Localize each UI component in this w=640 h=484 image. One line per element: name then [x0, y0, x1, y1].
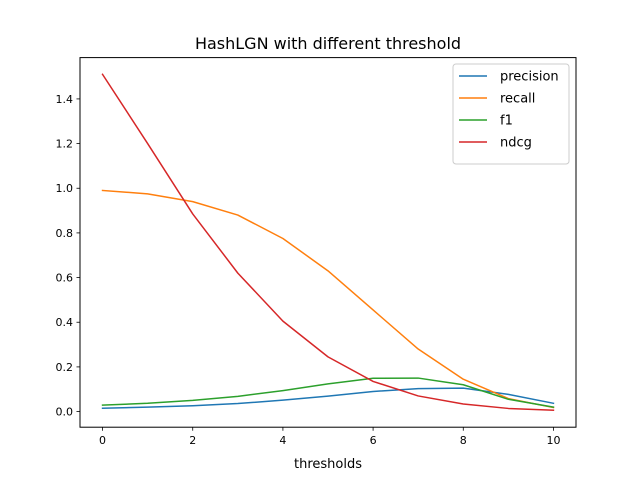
x-tick-label: 2	[189, 434, 196, 447]
legend-label-ndcg: ndcg	[500, 136, 532, 151]
y-tick-label: 1.0	[56, 182, 74, 195]
y-tick-label: 0.4	[56, 316, 74, 329]
legend-label-precision: precision	[500, 70, 559, 85]
y-tick-label: 0.0	[56, 406, 74, 419]
x-axis-label: thresholds	[294, 457, 362, 472]
series-line-precision	[101, 387, 555, 409]
y-tick-label: 0.6	[56, 272, 74, 285]
x-tick-label: 6	[370, 434, 377, 447]
legend-label-recall: recall	[500, 92, 535, 107]
x-tick-label: 8	[460, 434, 467, 447]
y-tick-label: 1.2	[56, 138, 74, 151]
x-tick-label: 4	[279, 434, 286, 447]
y-tick-label: 1.4	[56, 93, 74, 106]
chart-title: HashLGN with different threshold	[195, 34, 461, 53]
x-tick-label: 10	[546, 434, 560, 447]
plot-frame	[79, 57, 577, 428]
y-tick-label: 0.8	[56, 227, 74, 240]
series-line-f1	[101, 377, 555, 408]
y-tick-label: 0.2	[56, 361, 74, 374]
series-line-recall	[101, 189, 555, 409]
x-tick-label: 0	[99, 434, 106, 447]
series-line-ndcg	[101, 73, 555, 412]
legend-label-f1: f1	[500, 114, 513, 129]
legend-box	[452, 63, 570, 165]
